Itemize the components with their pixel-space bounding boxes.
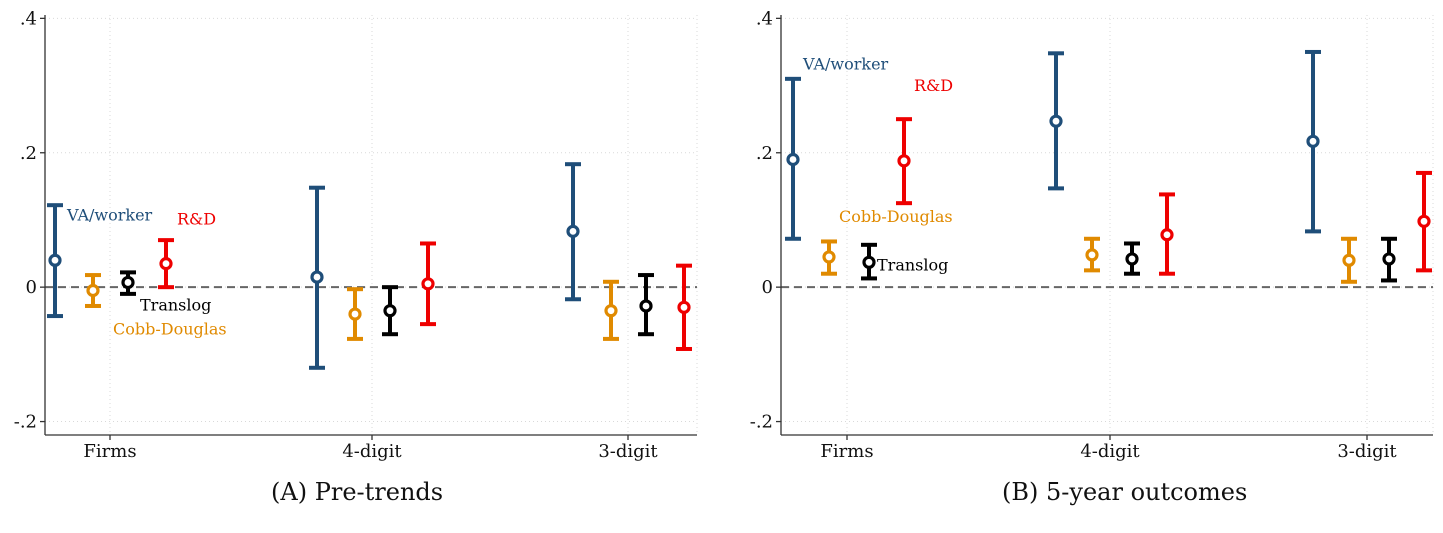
- panel-b-cobb-douglas-point-0: [822, 250, 836, 264]
- panel-b-translog-label: Translog: [877, 255, 948, 274]
- panel-b-ytick-label-2: .2: [756, 143, 773, 164]
- caption-panel-a: (A) Pre-trends: [271, 478, 443, 506]
- panel-b-ytick-label-0: -.2: [750, 412, 773, 433]
- panel-a-translog-point-1: [383, 304, 397, 318]
- panel-a-category-label-1: 4-digit: [342, 441, 402, 462]
- panel-a-translog-label: Translog: [140, 295, 211, 314]
- caption-panel-b: (B) 5-year outcomes: [1002, 478, 1247, 506]
- panel-a-category-label-2: 3-digit: [598, 441, 658, 462]
- panel-b-cobb-douglas-label: Cobb-Douglas: [839, 207, 953, 226]
- panel-b-r-d-label: R&D: [914, 76, 953, 95]
- panel-b-cobb-douglas-point-2: [1342, 253, 1356, 267]
- panel-b-ytick-label-1: 0: [762, 277, 773, 298]
- panel-b-cobb-douglas-point-1: [1085, 248, 1099, 262]
- panel-b-va-worker-point-1: [1049, 114, 1063, 128]
- panel-a-ytick-label-3: .4: [20, 8, 37, 29]
- panel-a-cobb-douglas-point-2: [604, 304, 618, 318]
- panel-a-ytick-label-1: 0: [26, 277, 37, 298]
- caption-panel-b-label: (B): [1002, 478, 1039, 506]
- panel-a-r-d-point-0: [159, 257, 173, 271]
- panel-a-va-worker-point-2: [566, 224, 580, 238]
- panel-a-r-d-point-2: [677, 300, 691, 314]
- panel-b-translog-point-1: [1125, 252, 1139, 266]
- panel-b-r-d-point-2: [1417, 214, 1431, 228]
- panel-b-category-label-2: 3-digit: [1337, 441, 1397, 462]
- panel-a-va-worker-label: VA/worker: [66, 205, 153, 224]
- panel-a-cobb-douglas-point-1: [348, 307, 362, 321]
- panel-b-translog-point-0: [862, 255, 876, 269]
- panel-a-va-worker-point-0: [48, 253, 62, 267]
- caption-panel-a-label: (A): [271, 478, 308, 506]
- panel-a-va-worker-point-1: [310, 270, 324, 284]
- panel-b-r-d-point-0: [897, 154, 911, 168]
- panel-a-cobb-douglas-point-0: [86, 283, 100, 298]
- panel-b-category-label-0: Firms: [820, 441, 873, 462]
- panel-a-r-d-point-1: [421, 277, 435, 291]
- panel-b-category-label-1: 4-digit: [1080, 441, 1140, 462]
- panel-b-va-worker-point-2: [1306, 134, 1320, 148]
- panel-b-va-worker-label: VA/worker: [802, 54, 889, 73]
- panel-b-r-d-point-1: [1160, 228, 1174, 242]
- panel-a-r-d-label: R&D: [177, 210, 216, 229]
- caption-panel-a-text: Pre-trends: [314, 478, 444, 506]
- panel-b-va-worker-point-0: [786, 152, 800, 167]
- panel-a-category-label-0: Firms: [83, 441, 136, 462]
- panel-a-cobb-douglas-label: Cobb-Douglas: [113, 320, 227, 339]
- panel-a-translog-point-0: [121, 275, 135, 290]
- caption-panel-b-text: 5-year outcomes: [1046, 478, 1248, 506]
- panel-a-ytick-label-0: -.2: [14, 412, 37, 433]
- panel-a-translog-point-2: [639, 299, 653, 313]
- panel-a-ytick-label-2: .2: [20, 143, 37, 164]
- panel-b-translog-point-2: [1382, 252, 1396, 266]
- panel-b-ytick-label-3: .4: [756, 8, 773, 29]
